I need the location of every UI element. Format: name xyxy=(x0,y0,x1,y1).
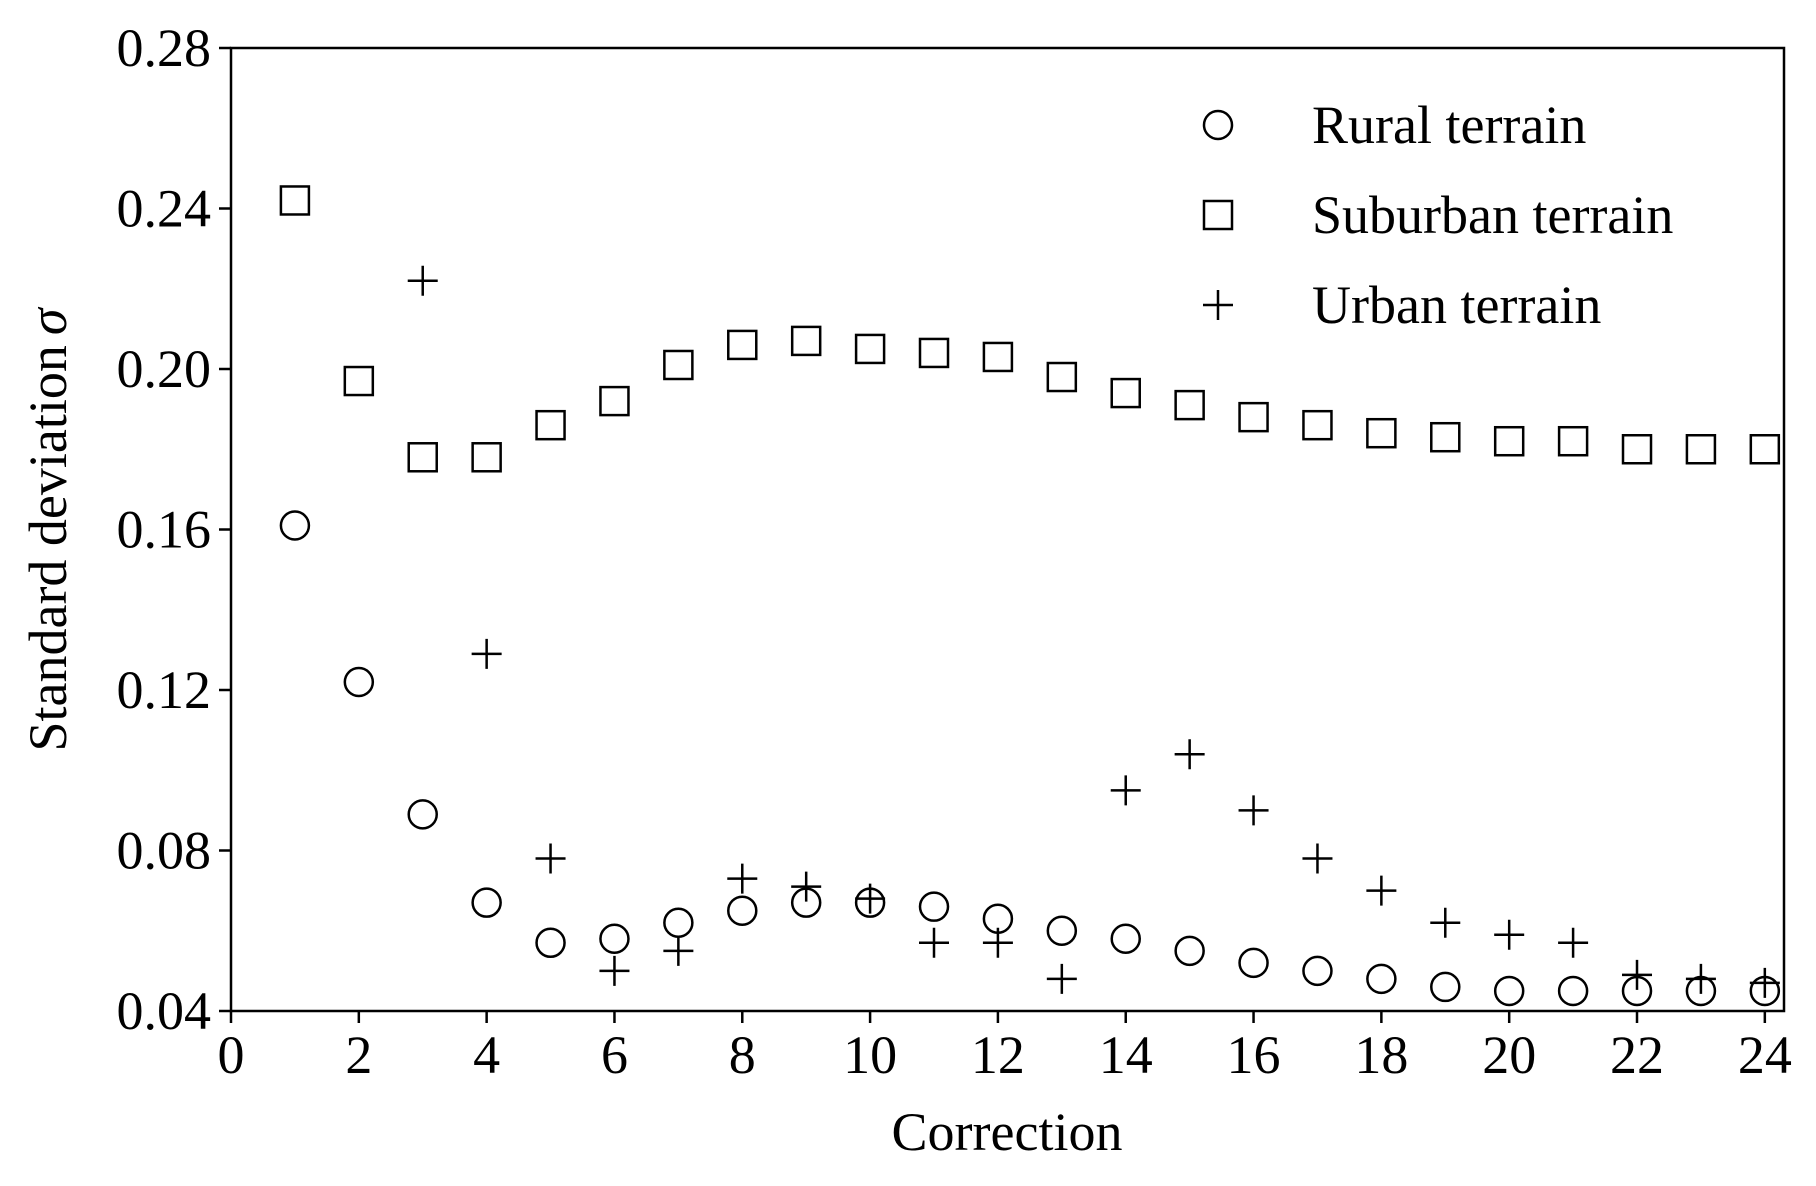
suburban-point xyxy=(790,325,822,357)
suburban-point xyxy=(1110,377,1141,409)
urban-point xyxy=(599,955,630,986)
x-tick-label: 18 xyxy=(1354,1025,1408,1085)
rural-point xyxy=(1557,975,1589,1007)
urban-point xyxy=(1622,959,1653,990)
suburban-point xyxy=(599,385,630,417)
y-tick-label: 0.24 xyxy=(117,179,212,239)
urban-point xyxy=(1110,775,1141,806)
rural-point xyxy=(599,923,630,955)
legend-label: Rural terrain xyxy=(1312,95,1586,155)
urban-point xyxy=(471,638,502,669)
urban-point xyxy=(1238,795,1269,826)
x-tick-label: 16 xyxy=(1227,1025,1281,1085)
suburban-point xyxy=(1621,434,1653,465)
rural-point xyxy=(279,510,311,541)
x-axis-title: Correction xyxy=(892,1102,1123,1162)
suburban-point xyxy=(1749,434,1781,465)
urban-point xyxy=(1749,967,1780,998)
urban-point xyxy=(1430,907,1461,938)
suburban-point xyxy=(1493,425,1525,457)
y-axis-title: Standard deviation σ xyxy=(18,306,78,751)
rural-point xyxy=(1430,971,1461,1003)
x-tick-label: 6 xyxy=(601,1025,628,1085)
suburban-point xyxy=(727,329,758,361)
rural-point xyxy=(1174,935,1205,967)
legend-marker-plus xyxy=(1203,290,1233,320)
x-tick-label: 20 xyxy=(1482,1025,1536,1085)
legend-marker-circle xyxy=(1202,109,1234,141)
y-axis-ticks: 0.04 0.08 0.12 0.16 0.20 0.24 0.28 xyxy=(117,18,231,1041)
urban-point xyxy=(535,843,566,874)
suburban-point xyxy=(1174,389,1205,421)
x-axis-ticks: 0 2 4 6 8 10 12 14 16 18 20 22 24 xyxy=(218,1011,1792,1085)
y-axis-title-text: Standard deviation xyxy=(18,345,78,751)
x-tick-label: 2 xyxy=(345,1025,372,1085)
urban-point xyxy=(1302,843,1333,874)
rural-point xyxy=(1110,923,1141,955)
rural-point xyxy=(1493,975,1525,1007)
rural-point xyxy=(407,799,438,830)
x-tick-label: 10 xyxy=(843,1025,897,1085)
urban-point xyxy=(407,265,438,296)
data-markers xyxy=(279,185,1781,1007)
suburban-point xyxy=(471,442,502,473)
suburban-point xyxy=(663,349,694,381)
x-tick-label: 0 xyxy=(218,1025,245,1085)
rural-point xyxy=(1238,947,1269,979)
rural-point xyxy=(663,907,694,938)
x-tick-label: 22 xyxy=(1610,1025,1664,1085)
suburban-point xyxy=(1302,409,1333,441)
urban-point xyxy=(663,935,694,966)
y-tick-label: 0.16 xyxy=(117,500,212,560)
suburban-point xyxy=(407,442,438,473)
suburban-point xyxy=(1685,434,1717,465)
rural-point xyxy=(471,887,502,918)
rural-point xyxy=(727,895,758,926)
y-tick-label: 0.12 xyxy=(117,660,212,720)
urban-point xyxy=(855,883,886,914)
legend: Rural terrain Suburban terrain Urban terra… xyxy=(1202,95,1673,335)
rural-point xyxy=(1046,915,1078,946)
urban-point xyxy=(919,927,950,958)
suburban-point xyxy=(918,337,950,369)
urban-point xyxy=(791,871,822,902)
urban-point xyxy=(727,863,758,894)
rural-point xyxy=(918,891,950,922)
suburban-point xyxy=(1430,421,1461,453)
urban-point xyxy=(1494,919,1525,950)
legend-label: Urban terrain xyxy=(1312,275,1601,335)
suburban-point xyxy=(982,341,1014,373)
legend-label: Suburban terrain xyxy=(1312,185,1673,245)
rural-point xyxy=(1366,963,1397,995)
suburban-point xyxy=(854,333,886,365)
suburban-point xyxy=(1046,361,1078,393)
urban-point xyxy=(1046,963,1077,994)
y-axis-title-symbol: σ xyxy=(18,306,78,335)
y-tick-label: 0.20 xyxy=(117,339,212,399)
x-tick-label: 8 xyxy=(729,1025,756,1085)
suburban-point xyxy=(1238,401,1269,433)
y-tick-label: 0.28 xyxy=(117,18,212,78)
y-tick-label: 0.04 xyxy=(117,981,212,1041)
suburban-point xyxy=(279,185,311,216)
legend-marker-square xyxy=(1202,199,1234,231)
x-tick-label: 4 xyxy=(473,1025,500,1085)
y-tick-label: 0.08 xyxy=(117,821,212,881)
x-tick-label: 24 xyxy=(1738,1025,1792,1085)
x-tick-label: 12 xyxy=(971,1025,1025,1085)
x-tick-label: 14 xyxy=(1099,1025,1153,1085)
urban-point xyxy=(982,927,1013,958)
urban-point xyxy=(1558,927,1589,958)
urban-point xyxy=(1685,963,1716,994)
suburban-point xyxy=(343,365,375,397)
rural-point xyxy=(535,927,566,959)
suburban-point xyxy=(535,409,566,441)
suburban-point xyxy=(1557,425,1589,457)
urban-point xyxy=(1174,739,1205,770)
urban-point xyxy=(1366,875,1397,906)
suburban-point xyxy=(1366,417,1397,449)
rural-point xyxy=(343,666,375,698)
rural-point xyxy=(1302,955,1333,987)
